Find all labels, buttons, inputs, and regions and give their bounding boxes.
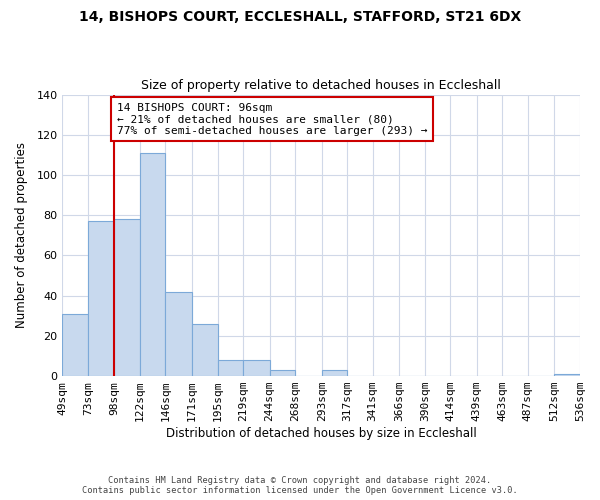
Bar (322, 370, 347, 376)
Text: Contains HM Land Registry data © Crown copyright and database right 2024.
Contai: Contains HM Land Registry data © Crown c… (82, 476, 518, 495)
Bar (192, 324, 218, 376)
Text: 14 BISHOPS COURT: 96sqm
← 21% of detached houses are smaller (80)
77% of semi-de: 14 BISHOPS COURT: 96sqm ← 21% of detache… (116, 102, 427, 136)
Bar (140, 153, 166, 376)
Y-axis label: Number of detached properties: Number of detached properties (15, 142, 28, 328)
Bar (88, 221, 115, 376)
Text: 14, BISHOPS COURT, ECCLESHALL, STAFFORD, ST21 6DX: 14, BISHOPS COURT, ECCLESHALL, STAFFORD,… (79, 10, 521, 24)
Bar (243, 360, 269, 376)
Bar (269, 370, 295, 376)
Bar (62, 314, 88, 376)
Bar (554, 374, 580, 376)
X-axis label: Distribution of detached houses by size in Eccleshall: Distribution of detached houses by size … (166, 427, 476, 440)
Bar (218, 360, 243, 376)
Title: Size of property relative to detached houses in Eccleshall: Size of property relative to detached ho… (141, 79, 501, 92)
Bar (115, 219, 140, 376)
Bar (166, 292, 192, 376)
